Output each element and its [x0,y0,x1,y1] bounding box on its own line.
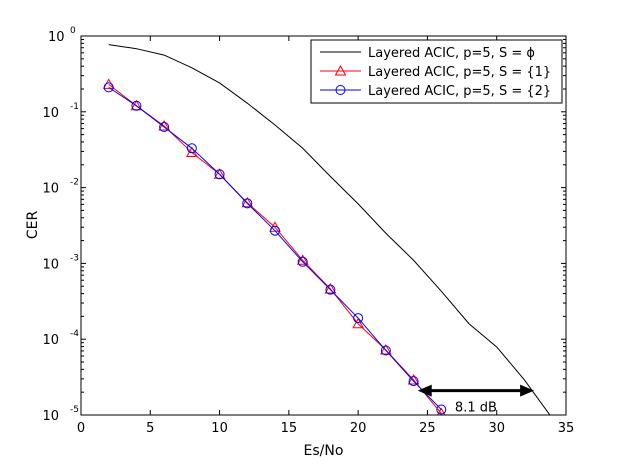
annotation-layer: 8.1 dB [417,384,535,416]
x-tick-label: 25 [419,421,436,436]
annotation-arrowhead-left [417,384,432,397]
series-1-point [324,282,337,294]
legend-marker-1 [334,64,347,76]
x-tick-label: 15 [281,421,298,436]
series-2-point [159,122,170,133]
y-tick-label: 10 [42,409,59,424]
x-tick-label: 35 [558,421,575,436]
y-tick-exponent: 0 [70,26,76,36]
x-tick-label: 5 [146,421,154,436]
series-2-point [186,143,197,154]
annotation-label: 8.1 dB [455,401,497,416]
y-tick-exponent: -3 [70,253,79,263]
y-tick-label: 10 [42,257,59,272]
series-1-point [407,373,420,385]
series-2-point [325,284,336,295]
series-1-point [296,254,309,265]
y-tick-exponent: -2 [70,178,79,188]
series-2-point [436,404,447,415]
x-axis-label: Es/No [304,443,344,459]
x-tick-label: 0 [77,421,85,436]
series-1-point [241,196,254,208]
x-tick-label: 30 [488,421,505,436]
axes-box [80,35,567,416]
legend-label-1: Layered ACIC, p=5, S = {1} [368,65,551,80]
y-tick-exponent: -1 [70,102,79,112]
series-line-2 [108,86,442,410]
series-2-point [214,169,225,180]
x-tick-label: 20 [350,421,367,436]
series-2-point [103,82,114,93]
series-2-point [270,225,280,236]
series-1-point [437,407,446,415]
series-layer [102,44,551,415]
legend-label-0: Layered ACIC, p=5, S = ϕ [368,46,535,61]
series-2-point [297,256,308,267]
series-1-point [380,343,392,355]
y-axis-label: CER [25,211,41,240]
legend-label-2: Layered ACIC, p=5, S = {2} [368,84,551,99]
y-tick-label: 10 [42,182,59,197]
annotation-arrowhead-right [520,384,535,397]
series-2-point [242,198,253,209]
series-line-0 [108,44,551,415]
y-tick-label: 10 [42,106,59,121]
series-2-point [131,100,142,111]
y-tick-label: 10 [42,333,59,348]
y-axis-ticks: 10 -5 10 -4 10 -3 10 -2 10 -1 10 0 [42,26,566,424]
series-2-point [380,345,391,356]
series-1-point [352,317,364,329]
y-tick-label: 10 [48,30,65,45]
legend: Layered ACIC, p=5, S = ϕ Layered ACIC, p=… [310,39,563,104]
x-axis-ticks: 0 5 10 15 20 25 30 35 [77,36,574,436]
series-2-point [408,376,419,387]
legend-marker-2 [335,85,346,95]
x-tick-label: 10 [211,421,228,436]
y-tick-exponent: -4 [70,329,79,339]
series-2-point [353,313,364,324]
y-tick-exponent: -5 [70,405,79,415]
